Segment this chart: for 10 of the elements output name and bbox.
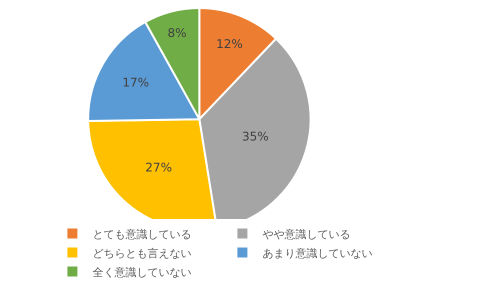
- legend-label: 全く意識していない: [92, 266, 192, 279]
- legend-label: とても意識している: [92, 228, 192, 241]
- data-label: 12%: [216, 36, 243, 51]
- data-label: 8%: [167, 26, 187, 40]
- data-label: 17%: [122, 75, 150, 90]
- data-label: 27%: [145, 160, 172, 175]
- data-label: 35%: [242, 130, 269, 144]
- legend-label: どちらとも言えない: [92, 246, 192, 260]
- legend-label: やや意識している: [262, 228, 350, 241]
- legend-label: あまり意識していない: [262, 246, 372, 260]
